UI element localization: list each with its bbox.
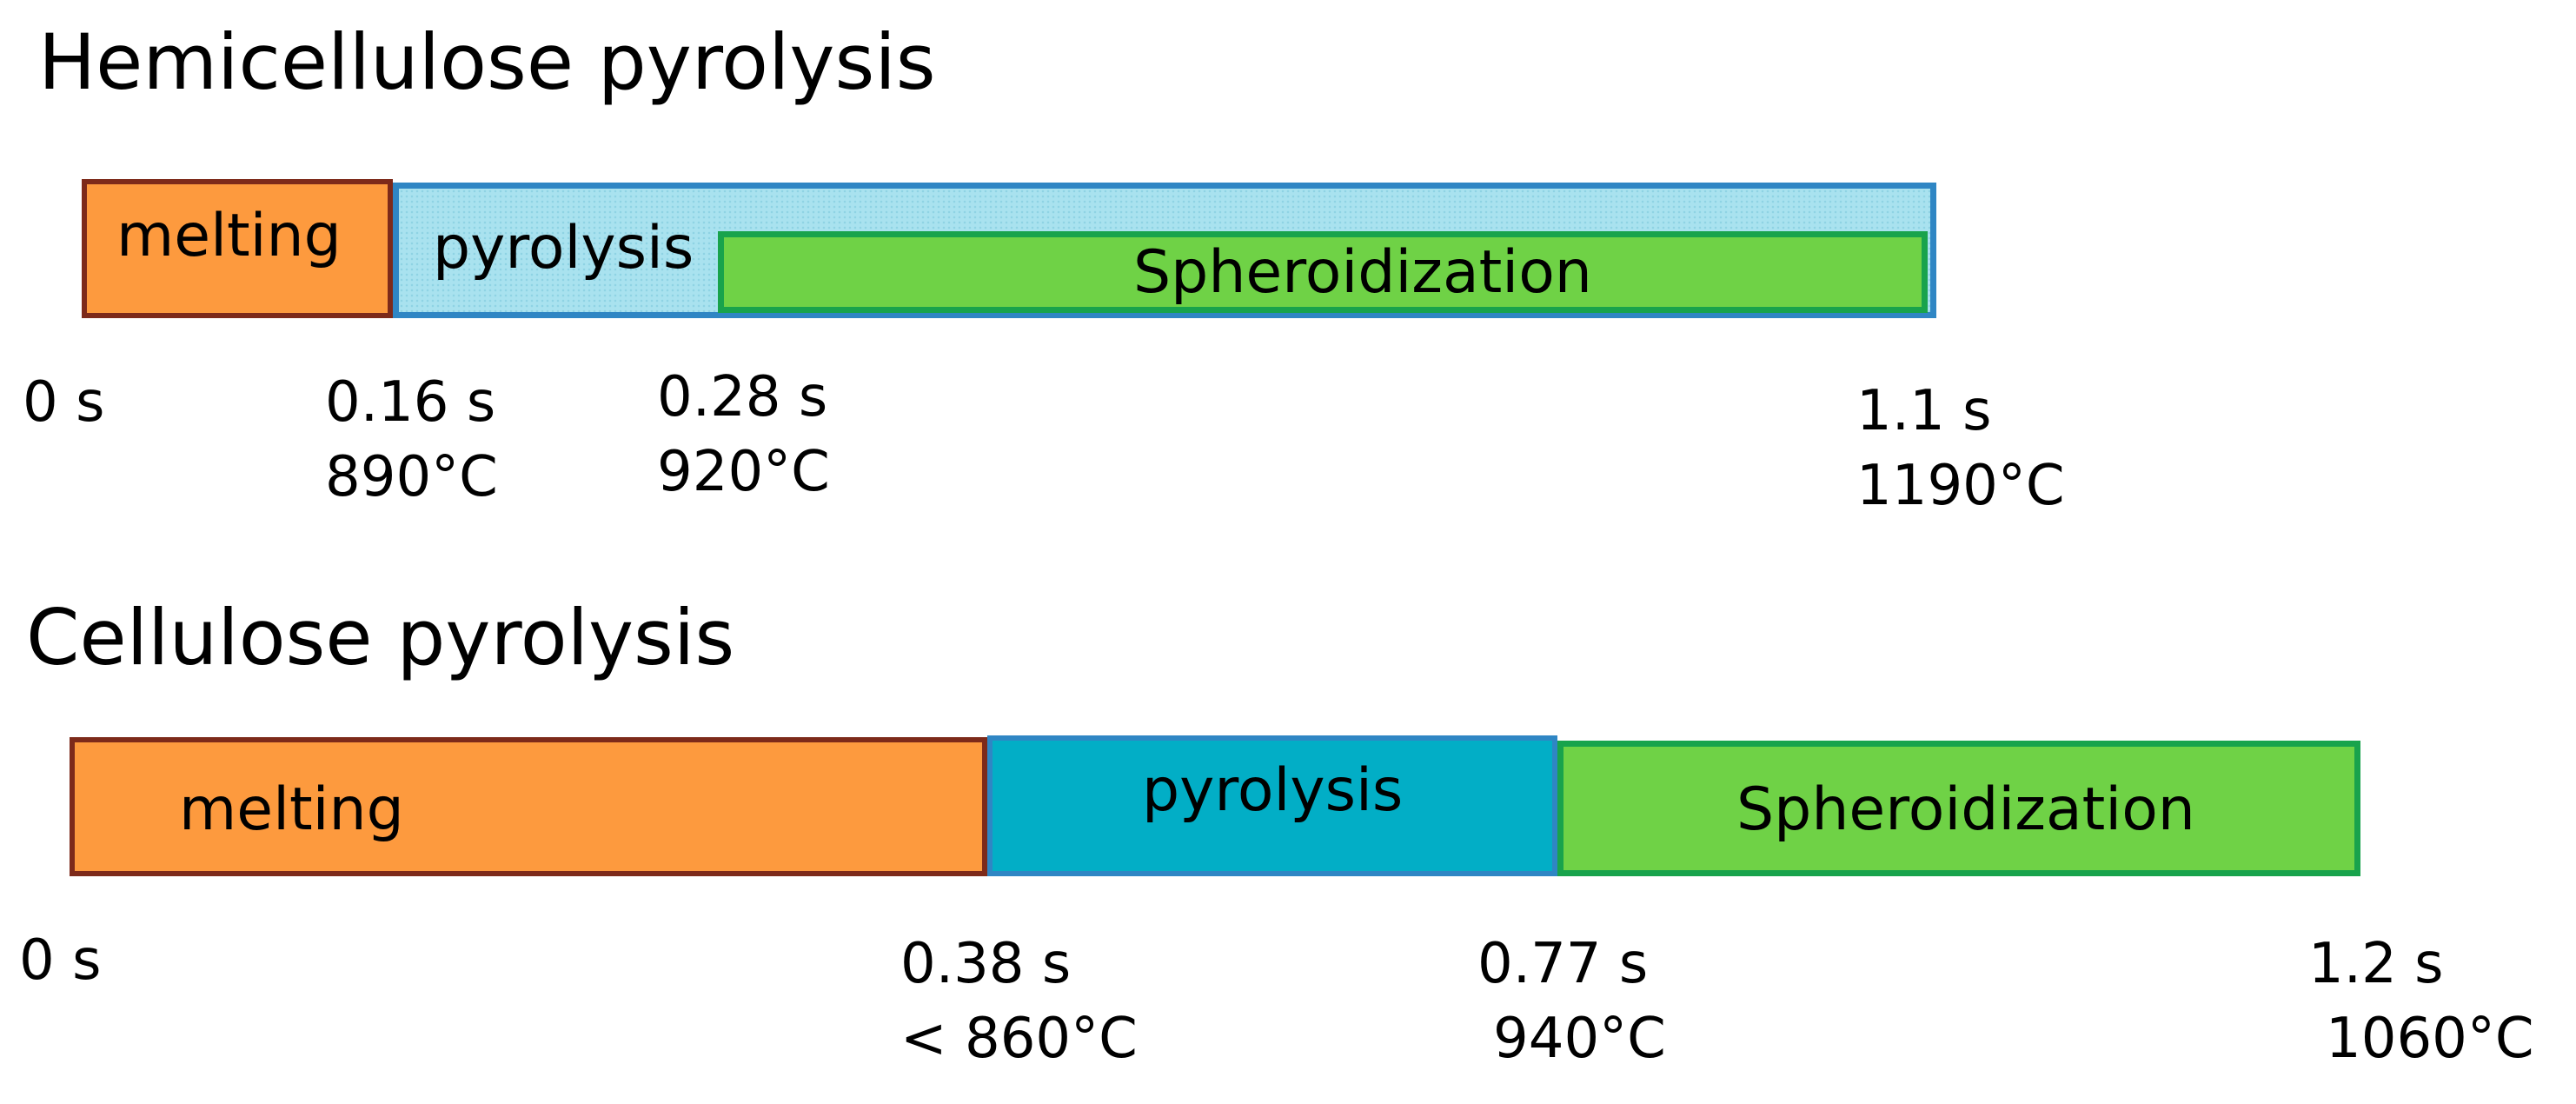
tick-time: 1.2 s [2308, 932, 2444, 996]
cellulose-spheroidization-label: Spheroidization [1736, 775, 2195, 844]
tick-time: 0.77 s [1477, 932, 1649, 996]
tick-temp: 920°C [657, 440, 830, 505]
hemicellulose-spheroidization-label: Spheroidization [1133, 238, 1592, 307]
hemicellulose-tick-1: 0.16 s 890°C [325, 365, 498, 515]
tick-temp: 940°C [1493, 1007, 1666, 1072]
tick-temp: 1190°C [1856, 454, 2065, 519]
cellulose-melting-label: melting [179, 775, 404, 844]
hemicellulose-melting-label: melting [116, 202, 342, 270]
tick-time: 0 s [23, 370, 105, 435]
hemicellulose-tick-0: 0 s [23, 365, 104, 440]
tick-temp: < 860°C [900, 1007, 1138, 1072]
cellulose-tick-0: 0 s [19, 923, 101, 998]
cellulose-tick-3: 1.2 s 1060°C [2308, 927, 2534, 1077]
cellulose-spheroidization-bar [1557, 741, 2360, 876]
hemicellulose-tick-2: 0.28 s 920°C [657, 360, 830, 510]
cellulose-melting-bar [70, 737, 987, 876]
cellulose-pyrolysis-label: pyrolysis [1142, 756, 1404, 825]
cellulose-pyrolysis-bar [987, 735, 1557, 876]
cellulose-title: Cellulose pyrolysis [26, 593, 735, 682]
hemicellulose-spheroidization-bar [718, 231, 1928, 313]
hemicellulose-melting-bar [82, 179, 393, 318]
tick-time: 0 s [19, 928, 102, 993]
tick-temp: 890°C [325, 445, 498, 510]
cellulose-tick-1: 0.38 s < 860°C [900, 927, 1138, 1077]
tick-time: 0.28 s [657, 365, 828, 429]
tick-time: 0.38 s [900, 932, 1072, 996]
hemicellulose-tick-3: 1.1 s 1190°C [1856, 374, 2065, 524]
cellulose-tick-2: 0.77 s 940°C [1477, 927, 1666, 1077]
hemicellulose-pyrolysis-label: pyrolysis [433, 214, 694, 283]
tick-temp: 1060°C [2326, 1007, 2534, 1072]
tick-time: 0.16 s [325, 370, 496, 435]
hemicellulose-title: Hemicellulose pyrolysis [38, 17, 936, 107]
tick-time: 1.1 s [1856, 379, 1992, 443]
